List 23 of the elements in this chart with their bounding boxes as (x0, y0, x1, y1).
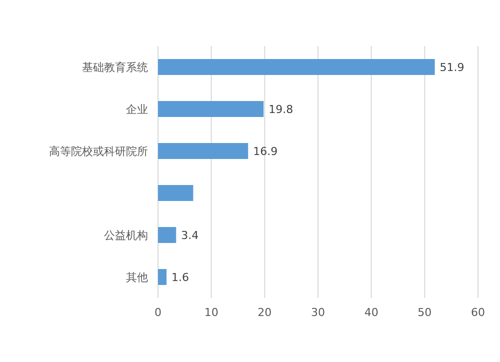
data-label: 3.4 (181, 229, 199, 242)
bar (158, 143, 248, 159)
x-tick-label: 20 (258, 306, 272, 319)
data-label: 19.8 (268, 103, 294, 116)
x-tick-label: 50 (418, 306, 432, 319)
data-label: 1.6 (172, 271, 190, 284)
bar (158, 269, 167, 285)
data-label: 16.9 (253, 145, 278, 158)
y-tick-label: 其他 (126, 271, 148, 284)
bar (158, 101, 264, 117)
x-tick-label: 10 (204, 306, 218, 319)
bar (158, 185, 194, 201)
bar (158, 59, 435, 75)
y-tick-label: 企业 (126, 103, 148, 116)
x-tick-label: 30 (311, 306, 325, 319)
x-tick-label: 60 (471, 306, 485, 319)
bar (158, 227, 176, 243)
y-tick-label: 高等院校或科研院所 (49, 145, 148, 158)
data-label: 51.9 (440, 61, 464, 74)
y-tick-label: 公益机构 (104, 229, 148, 242)
x-tick-label: 40 (364, 306, 378, 319)
y-tick-label: 基础教育系统 (82, 61, 148, 74)
x-tick-label: 0 (154, 306, 162, 319)
